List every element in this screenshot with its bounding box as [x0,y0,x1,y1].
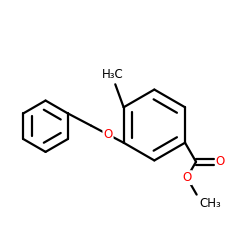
Text: O: O [103,128,113,141]
Text: O: O [182,171,192,184]
Text: CH₃: CH₃ [199,197,221,210]
Text: O: O [216,155,225,168]
Text: H₃C: H₃C [102,68,124,81]
